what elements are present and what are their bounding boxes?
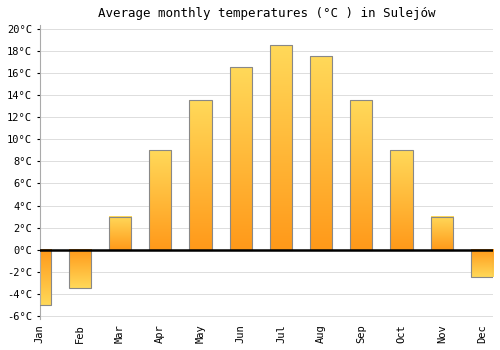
Bar — [430, 217, 453, 250]
Bar — [310, 56, 332, 250]
Title: Average monthly temperatures (°C ) in Sulejów: Average monthly temperatures (°C ) in Su… — [98, 7, 435, 20]
Bar — [149, 150, 172, 250]
Bar — [190, 100, 212, 250]
Bar — [190, 100, 212, 250]
Bar — [68, 250, 91, 288]
Bar — [270, 45, 292, 250]
Bar — [350, 100, 372, 250]
Bar — [270, 45, 292, 250]
Bar — [471, 250, 493, 278]
Bar — [390, 150, 412, 250]
Bar — [430, 217, 453, 250]
Bar — [230, 67, 252, 250]
Bar — [28, 250, 50, 305]
Bar — [350, 100, 372, 250]
Bar — [109, 217, 131, 250]
Bar — [149, 150, 172, 250]
Bar — [28, 250, 50, 305]
Bar — [390, 150, 412, 250]
Bar — [230, 67, 252, 250]
Bar — [109, 217, 131, 250]
Bar — [471, 250, 493, 278]
Bar — [310, 56, 332, 250]
Bar — [68, 250, 91, 288]
